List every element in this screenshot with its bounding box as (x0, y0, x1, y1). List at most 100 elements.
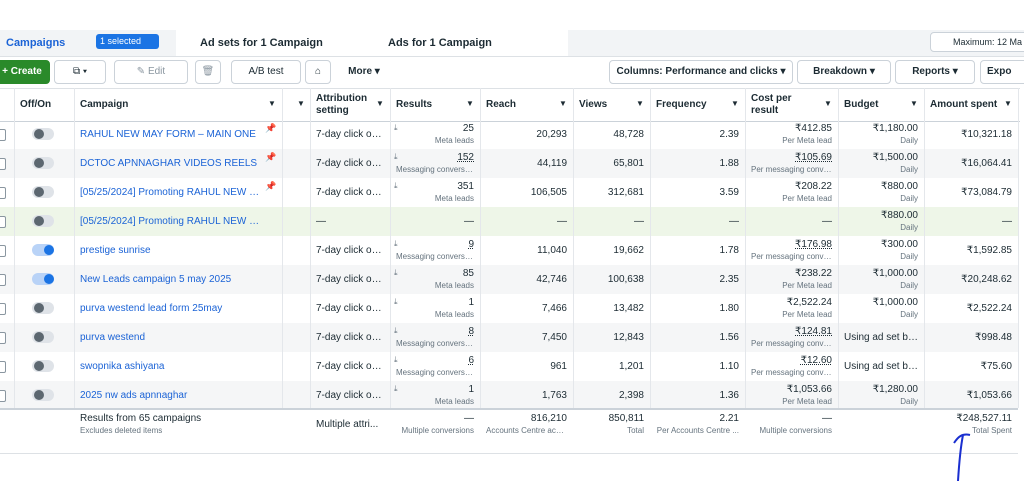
export-button[interactable]: Expo (980, 60, 1024, 84)
cell-cost: ₹105.69 (751, 152, 832, 163)
more-button[interactable]: More ▾ (338, 60, 390, 84)
column-divider (390, 88, 391, 408)
cell-views: 48,728 (579, 129, 644, 140)
column-header[interactable]: Amount spent (930, 92, 1000, 118)
cell-campaign[interactable]: Results from 65 campaigns (80, 413, 262, 424)
column-header[interactable]: Off/On (20, 92, 56, 118)
cell-attribution: 7-day click or ... (316, 303, 384, 314)
cell-note: Daily (844, 310, 918, 319)
cell-note: Per Accounts Centre ... (656, 426, 739, 435)
toggle-knob (34, 216, 44, 226)
column-divider (1018, 88, 1019, 408)
column-header[interactable]: Reach (486, 92, 555, 118)
cell-campaign[interactable]: [05/25/2024] Promoting RAHUL NEW MAY ... (80, 216, 262, 227)
sort-arrow: ▼ (910, 98, 918, 110)
pin-icon: 📌 (265, 181, 276, 192)
cell-attribution: — (316, 216, 384, 227)
row-checkbox[interactable] (0, 390, 6, 402)
column-header[interactable]: Views (579, 92, 632, 118)
cell-frequency: 3.59 (656, 187, 739, 198)
cell-campaign[interactable]: purva westend (80, 332, 262, 343)
column-divider (310, 88, 311, 408)
delete-button[interactable]: 🗑 (195, 60, 221, 84)
cell-campaign[interactable]: 2025 nw ads apnnaghar (80, 390, 262, 401)
cell-note: Daily (844, 136, 918, 145)
cell-cost: ₹1,053.66 (751, 384, 832, 395)
edit-button[interactable]: ✎ Edit (114, 60, 188, 84)
column-header[interactable]: Campaign (80, 92, 264, 118)
column-divider (74, 88, 75, 408)
cell-frequency: 1.10 (656, 361, 739, 372)
row-checkbox[interactable] (0, 187, 6, 199)
ab-test-button[interactable]: A/B test (231, 60, 301, 84)
columns-button[interactable]: Columns: Performance and clicks ▾ (609, 60, 793, 84)
tab[interactable]: Ad sets for 1 Campaign (176, 30, 380, 56)
cell-cost: ₹412.85 (751, 123, 832, 134)
cell-note: Multiple conversions (751, 426, 832, 435)
cell-views: 12,843 (579, 332, 644, 343)
cell-spent: ₹2,522.24 (930, 303, 1012, 314)
column-header[interactable]: Attribution setting (316, 92, 372, 118)
cell-cost: ₹208.22 (751, 181, 832, 192)
row-checkbox[interactable] (0, 361, 6, 373)
row-checkbox[interactable] (0, 274, 6, 286)
cell-reach: 44,119 (486, 158, 567, 169)
row-checkbox[interactable] (0, 303, 6, 315)
column-header[interactable]: Cost per result (751, 92, 820, 118)
cell-campaign[interactable]: New Leads campaign 5 may 2025 (80, 274, 262, 285)
column-divider (650, 88, 651, 408)
column-header[interactable]: Results (396, 92, 462, 118)
row-checkbox[interactable] (0, 216, 6, 228)
duplicate-button[interactable]: ⧉ ▾ (54, 60, 106, 84)
cell-views: 312,681 (579, 187, 644, 198)
cell-note: Daily (844, 252, 918, 261)
cell-campaign[interactable]: swopnika ashiyana (80, 361, 262, 372)
cell-note: Per messaging conve... (751, 165, 832, 174)
cell-campaign[interactable]: DCTOC APNNAGHAR VIDEOS REELS (80, 158, 262, 169)
sort-arrow: ▼ (559, 98, 567, 110)
sort-arrow: ▼ (1004, 98, 1012, 110)
cell-campaign[interactable]: RAHUL NEW MAY FORM – MAIN ONE (80, 129, 262, 140)
row-checkbox[interactable] (0, 158, 6, 170)
column-header[interactable]: Budget (844, 92, 906, 118)
cell-budget: ₹1,500.00 (844, 152, 918, 163)
column-divider (14, 88, 15, 408)
column-divider (838, 88, 839, 408)
cell-reach: 961 (486, 361, 567, 372)
cell-spent: ₹75.60 (930, 361, 1012, 372)
pin-icon: 📌 (265, 123, 276, 134)
cell-campaign[interactable]: purva westend lead form 25may (80, 303, 262, 314)
toggle-knob (34, 361, 44, 371)
cell-attribution: Multiple attri... (316, 419, 384, 430)
tag-button[interactable]: ⌂ (305, 60, 331, 84)
cell-note: Messaging conversat... (396, 252, 474, 261)
date-picker[interactable]: Maximum: 12 Ma (930, 32, 1024, 52)
cell-attribution: 7-day click or ... (316, 158, 384, 169)
cell-note: Messaging conversat... (396, 165, 474, 174)
breakdown-button[interactable]: Breakdown ▾ (797, 60, 891, 84)
sort-arrow: ▼ (636, 98, 644, 110)
cell-campaign[interactable]: prestige sunrise (80, 245, 262, 256)
cell-note: Meta leads (396, 281, 474, 290)
row-checkbox[interactable] (0, 129, 6, 141)
reports-button[interactable]: Reports ▾ (895, 60, 975, 84)
cell-spent: ₹1,053.66 (930, 390, 1012, 401)
cell-campaign[interactable]: [05/25/2024] Promoting RAHUL NEW M... (80, 187, 262, 198)
tab[interactable]: Campaigns (0, 30, 86, 56)
cell-attribution: 7-day click or ... (316, 245, 384, 256)
toggle-knob (34, 158, 44, 168)
tab[interactable]: Ads for 1 Campaign (366, 30, 568, 56)
cell-budget: ₹1,000.00 (844, 268, 918, 279)
cell-results: — (396, 216, 474, 227)
cell-reach: 816,210 (486, 413, 567, 424)
cell-attribution: 7-day click or ... (316, 274, 384, 285)
selection-chip[interactable]: 1 selected (96, 34, 159, 49)
row-checkbox[interactable] (0, 245, 6, 257)
column-header[interactable]: Frequency (656, 92, 727, 118)
cell-results: 25 (396, 123, 474, 134)
cell-note: Messaging conversat... (396, 368, 474, 377)
cell-frequency: — (656, 216, 739, 227)
create-button[interactable]: + Create (0, 60, 50, 84)
row-checkbox[interactable] (0, 332, 6, 344)
cell-results: 85 (396, 268, 474, 279)
